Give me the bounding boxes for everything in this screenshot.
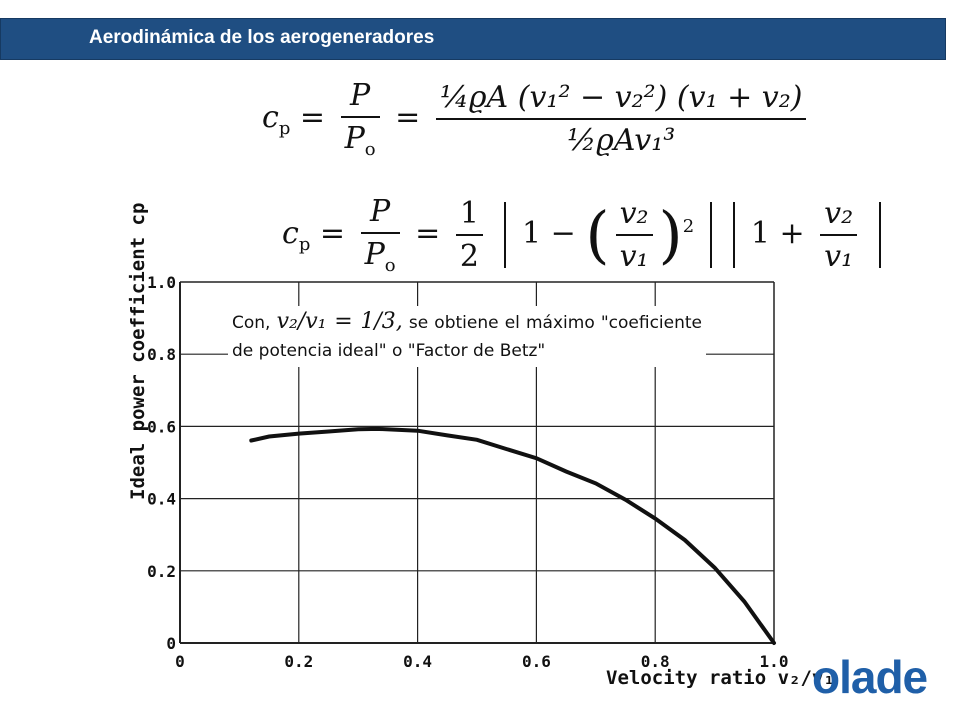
cp-curve: [249, 426, 776, 645]
formula1-lhs-sub: p: [278, 118, 291, 139]
betz-callout: Con, v₂/v₁ = 1/3, se obtiene el máximo "…: [228, 306, 706, 367]
formula-cp-definition: cp = P Po = ¼ϱA (v₁² − v₂²) (v₁ + v₂) ½ϱ…: [262, 78, 812, 160]
formula1-frac2-num: ¼ϱA (v₁² − v₂²) (v₁ + v₂): [439, 80, 803, 115]
y-tick-label: 0: [166, 634, 176, 653]
y-axis-label: Ideal power coefficient cp: [127, 203, 149, 500]
formula2-half-den: 2: [455, 234, 483, 274]
formula1-frac1-den-sub: o: [364, 139, 376, 160]
y-tick-label: 0.4: [147, 490, 176, 509]
formula2-ratio-den: v₁: [615, 234, 653, 274]
y-tick-label: 0.6: [147, 417, 176, 436]
formula1-frac2-den: ½ϱAv₁³: [435, 118, 807, 158]
olade-logo: olade: [812, 651, 928, 703]
x-axis-label: Velocity ratio v₂/v₁: [606, 667, 835, 689]
formula2-ratio-num: v₂: [619, 196, 649, 231]
chart-ticks: 0 0.2 0.4 0.6 0.8 1.0 0 0.2 0.4 0.6 0.8 1.0: [147, 273, 788, 671]
paren-right: ): [658, 198, 683, 271]
equals-sign-4: =: [415, 216, 450, 251]
formula2-half-num: 1: [459, 196, 479, 231]
formula-cp-ratio: cp = P Po = 1 2 1 − (v₂ v₁)2 1 + v₂ v₁: [282, 194, 887, 276]
x-tick-label: 0.4: [403, 652, 432, 671]
bracket-right: [709, 202, 712, 268]
bracket-left-2: [733, 202, 736, 268]
formula2-lhs-sub: p: [298, 234, 311, 255]
x-tick-label: 0: [175, 652, 185, 671]
formula2-frac1-den-sub: o: [384, 255, 396, 276]
y-tick-label: 0.2: [147, 562, 176, 581]
x-tick-label: 0.2: [284, 652, 313, 671]
equals-sign: =: [299, 100, 335, 135]
callout-text: se obtiene el máximo "coeficiente de pot…: [232, 313, 703, 361]
formula2-ratio2-num: v₂: [824, 196, 854, 231]
formula2-ratio2-den: v₁: [820, 234, 858, 274]
formula2-frac1-num: P: [370, 194, 391, 229]
fraction-velocity-ratio-2: v₂ v₁: [820, 196, 858, 274]
x-tick-label: 1.0: [760, 652, 789, 671]
formula2-one-b: 1: [750, 216, 770, 251]
paren-left: (: [585, 198, 610, 271]
fraction-p-over-p0-2: P Po: [360, 194, 400, 276]
x-tick-label: 0.8: [641, 652, 670, 671]
equals-sign-3: =: [319, 216, 355, 251]
fraction-velocity-ratio: v₂ v₁: [615, 196, 653, 274]
bracket-right-2: [878, 202, 881, 268]
formula2-one-a: 1: [522, 216, 542, 251]
equals-sign-2: =: [395, 100, 430, 135]
y-tick-label: 0.8: [147, 345, 176, 364]
formula2-lhs: c: [282, 216, 299, 251]
callout-prefix: Con,: [232, 313, 271, 333]
formula2-square: 2: [682, 216, 695, 237]
formula2-plus: +: [779, 216, 805, 251]
formula2-frac1-den: P: [364, 237, 385, 272]
header-bar: Aerodinámica de los aerogeneradores: [0, 18, 946, 60]
y-tick-label: 1.0: [147, 273, 176, 292]
fraction-p-over-p0: P Po: [340, 78, 380, 160]
callout-math: v₂/v₁ = 1/3,: [276, 309, 403, 334]
fraction-power-ratio: ¼ϱA (v₁² − v₂²) (v₁ + v₂) ½ϱAv₁³: [435, 80, 807, 158]
bracket-left: [504, 202, 507, 268]
x-tick-label: 0.6: [522, 652, 551, 671]
fraction-half: 1 2: [455, 196, 483, 274]
formula2-minus: −: [550, 216, 576, 251]
formula1-frac1-den: P: [344, 121, 365, 156]
formula1-lhs: c: [262, 100, 279, 135]
formula1-frac1-num: P: [350, 78, 371, 113]
slide-title: Aerodinámica de los aerogeneradores: [89, 27, 435, 48]
